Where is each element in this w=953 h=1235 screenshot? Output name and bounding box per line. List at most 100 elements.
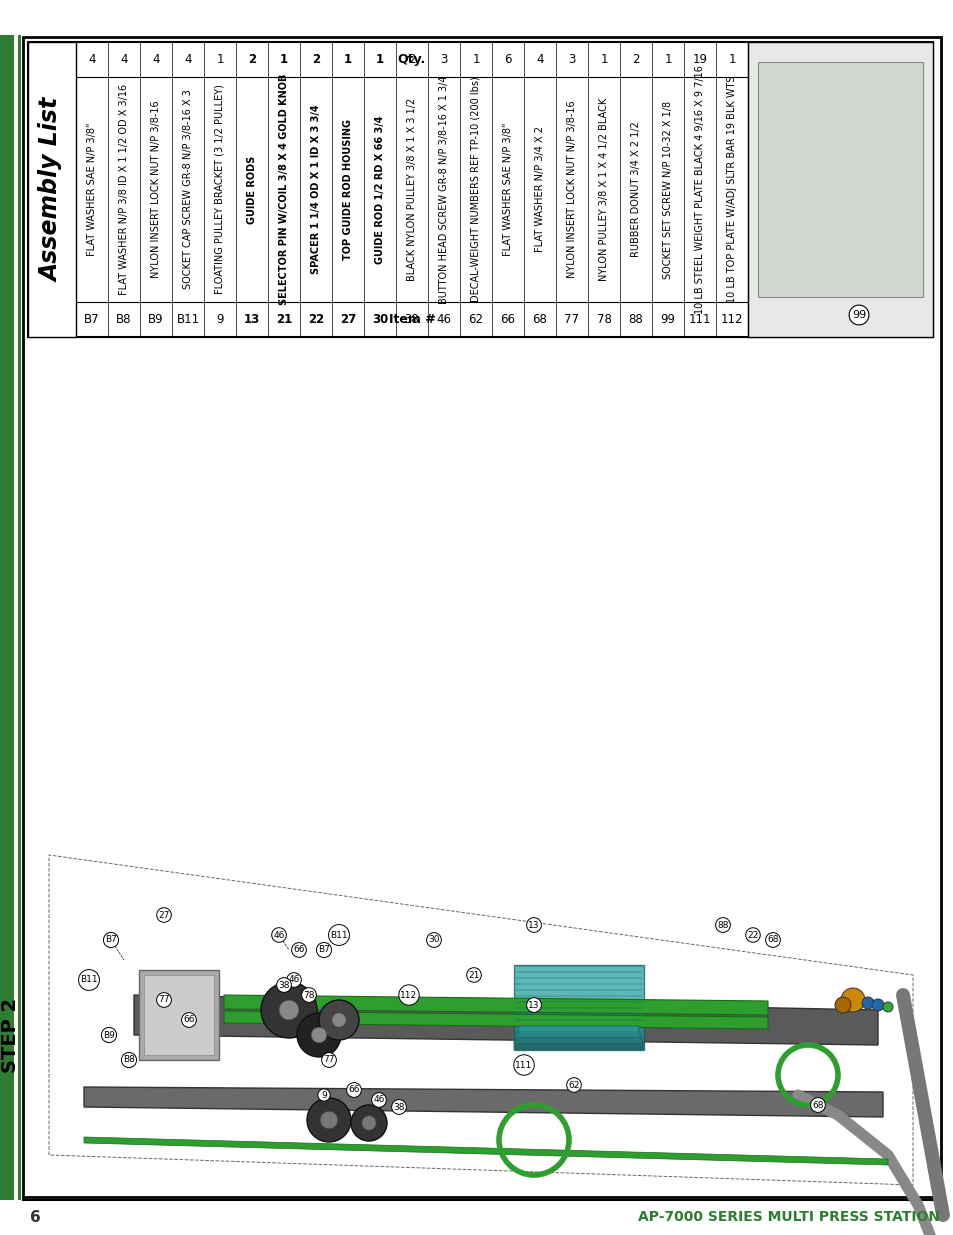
Circle shape: [261, 982, 316, 1037]
Circle shape: [307, 1098, 351, 1142]
Text: 1: 1: [216, 53, 224, 65]
Text: 1: 1: [599, 53, 607, 65]
Circle shape: [871, 999, 883, 1011]
Bar: [139, 969, 219, 1060]
Text: 112: 112: [720, 312, 742, 326]
Text: 4: 4: [89, 53, 95, 65]
Polygon shape: [224, 995, 767, 1015]
Text: 30: 30: [372, 312, 388, 326]
Circle shape: [882, 1002, 892, 1011]
Circle shape: [361, 1115, 375, 1130]
Text: 88: 88: [628, 312, 642, 326]
Text: SOCKET SET SCREW N/P 10-32 X 1/8: SOCKET SET SCREW N/P 10-32 X 1/8: [662, 100, 672, 279]
Bar: [0, 35, 14, 1200]
Text: 13: 13: [244, 312, 260, 326]
Text: FLAT WASHER N/P 3/4 X 2: FLAT WASHER N/P 3/4 X 2: [535, 126, 544, 252]
Text: B11: B11: [176, 312, 199, 326]
Text: 3: 3: [440, 53, 447, 65]
Text: 22: 22: [308, 312, 324, 326]
Bar: [516, 1036, 641, 1044]
Text: B8: B8: [123, 1056, 134, 1065]
Text: FLAT WASHER SAE N/P 3/8": FLAT WASHER SAE N/P 3/8": [502, 122, 513, 256]
Bar: [518, 1029, 639, 1036]
Text: 27: 27: [158, 910, 170, 920]
Text: 1: 1: [727, 53, 735, 65]
Text: 10 LB TOP PLATE W/ADJ SLTR BAR 19 BLK WTS: 10 LB TOP PLATE W/ADJ SLTR BAR 19 BLK WT…: [726, 75, 737, 304]
Text: Assembly List: Assembly List: [40, 98, 64, 282]
Text: B11: B11: [330, 930, 348, 940]
Text: 88: 88: [717, 920, 728, 930]
Text: FLAT WASHER N/P 3/8 ID X 1 1/2 OD X 3/16: FLAT WASHER N/P 3/8 ID X 1 1/2 OD X 3/16: [119, 84, 129, 295]
Circle shape: [841, 988, 864, 1011]
Polygon shape: [84, 1137, 887, 1165]
Text: DECAL-WEIGHT NUMBERS REF TP-10 (200 lbs): DECAL-WEIGHT NUMBERS REF TP-10 (200 lbs): [471, 77, 480, 303]
Text: SPACER 1 1/4 OD X 1 ID X 3 3/4: SPACER 1 1/4 OD X 1 ID X 3 3/4: [311, 105, 320, 274]
Text: FLAT WASHER SAE N/P 3/8": FLAT WASHER SAE N/P 3/8": [87, 122, 97, 256]
Text: 9: 9: [321, 1091, 327, 1099]
Text: STEP 2: STEP 2: [2, 998, 20, 1072]
Text: 4: 4: [152, 53, 159, 65]
Text: 1: 1: [375, 53, 384, 65]
Bar: [514, 965, 643, 1050]
Text: 66: 66: [348, 1086, 359, 1094]
Bar: [517, 1031, 639, 1040]
Text: 27: 27: [339, 312, 355, 326]
Text: SELECTOR PIN W/COIL 3/8 X 4 GOLD KNOB: SELECTOR PIN W/COIL 3/8 X 4 GOLD KNOB: [278, 74, 289, 305]
Text: 66: 66: [183, 1015, 194, 1025]
Text: 62: 62: [568, 1081, 579, 1089]
Text: 46: 46: [273, 930, 284, 940]
Text: 19: 19: [692, 53, 707, 65]
Text: 1: 1: [663, 53, 671, 65]
Text: 62: 62: [468, 312, 483, 326]
Bar: [24, 337, 937, 1195]
Text: B7: B7: [105, 935, 117, 945]
Text: RUBBER DONUT 3/4 X 2 1/2: RUBBER DONUT 3/4 X 2 1/2: [630, 121, 640, 257]
Text: 78: 78: [596, 312, 611, 326]
Text: 66: 66: [293, 946, 304, 955]
Text: 111: 111: [688, 312, 711, 326]
Text: 1: 1: [279, 53, 288, 65]
Text: NYLON INSERT LOCK NUT N/P 3/8-16: NYLON INSERT LOCK NUT N/P 3/8-16: [151, 101, 161, 278]
Text: 1: 1: [344, 53, 352, 65]
Text: 112: 112: [400, 990, 417, 999]
Text: 46: 46: [436, 312, 451, 326]
Circle shape: [311, 1028, 326, 1042]
Bar: [518, 1028, 639, 1035]
Polygon shape: [133, 995, 877, 1045]
Polygon shape: [84, 1087, 882, 1116]
Text: 99: 99: [851, 310, 865, 320]
Text: 13: 13: [528, 1000, 539, 1009]
Text: AP-7000 SERIES MULTI PRESS STATION: AP-7000 SERIES MULTI PRESS STATION: [638, 1210, 939, 1224]
Text: 66: 66: [500, 312, 515, 326]
Text: B9: B9: [103, 1030, 114, 1040]
Bar: [516, 1035, 640, 1042]
Text: 38: 38: [278, 981, 290, 989]
Text: B7: B7: [317, 946, 330, 955]
Text: 4: 4: [120, 53, 128, 65]
Bar: [758, 62, 923, 296]
Bar: [514, 1042, 643, 1050]
Text: 77: 77: [323, 1056, 335, 1065]
Text: TOP GUIDE ROD HOUSING: TOP GUIDE ROD HOUSING: [343, 119, 353, 261]
Text: 77: 77: [158, 995, 170, 1004]
Text: GUIDE ROD 1/2 RD X 66 3/4: GUIDE ROD 1/2 RD X 66 3/4: [375, 115, 385, 264]
Text: GUIDE RODS: GUIDE RODS: [247, 156, 256, 224]
Polygon shape: [224, 1011, 767, 1029]
Text: SOCKET CAP SCREW GR-8 N/P 3/8-16 X 3: SOCKET CAP SCREW GR-8 N/P 3/8-16 X 3: [183, 90, 193, 289]
Circle shape: [351, 1105, 387, 1141]
Text: 68: 68: [811, 1100, 822, 1109]
Text: Qty.: Qty.: [397, 53, 426, 65]
Text: 4: 4: [536, 53, 543, 65]
Bar: [747, 42, 932, 337]
Bar: [515, 1037, 641, 1046]
Text: NYLON PULLEY 3/8 X 1 X 4 1/2 BLACK: NYLON PULLEY 3/8 X 1 X 4 1/2 BLACK: [598, 98, 608, 282]
Text: 1: 1: [472, 53, 479, 65]
Text: FLOATING PULLEY BRACKET (3 1/2 PULLEY): FLOATING PULLEY BRACKET (3 1/2 PULLEY): [214, 84, 225, 294]
Text: 38: 38: [404, 312, 419, 326]
Text: 30: 30: [428, 935, 439, 945]
Text: 2: 2: [408, 53, 416, 65]
Text: 68: 68: [532, 312, 547, 326]
Bar: [515, 1039, 642, 1047]
Bar: [519, 1025, 638, 1034]
Circle shape: [318, 1000, 358, 1040]
